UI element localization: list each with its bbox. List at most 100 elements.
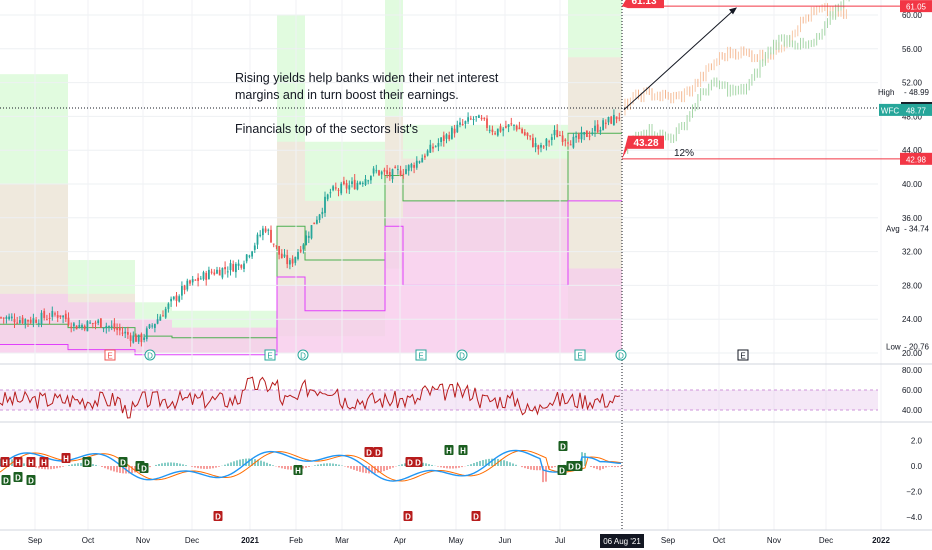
candle-body [113, 323, 116, 330]
price-tick-label: 32.00 [902, 248, 923, 257]
candle-body [534, 143, 537, 148]
candle-body [491, 129, 494, 132]
candle-body [186, 280, 189, 290]
candle-body [0, 317, 2, 319]
candle-body [478, 115, 480, 118]
candle-body [73, 323, 75, 327]
candle-body [472, 119, 475, 121]
candle-body [151, 325, 154, 327]
candle-body [191, 279, 194, 283]
candle-body [291, 258, 294, 264]
candle-body [345, 183, 348, 189]
candle-body [280, 253, 283, 259]
annotation-text: Rising yields help banks widen their net… [235, 70, 565, 138]
candle-body [62, 315, 64, 318]
time-tick-label: Sep [661, 536, 676, 545]
candle-body [159, 316, 162, 321]
candle-body [456, 124, 459, 133]
candle-body [148, 324, 151, 329]
macd-marker-icon [1, 475, 11, 485]
macd-marker-label: H [295, 467, 301, 476]
candle-body [121, 332, 124, 334]
candle-body [262, 228, 264, 236]
candle-body [594, 125, 596, 132]
time-tick-label: Oct [713, 536, 726, 545]
candle-body [316, 219, 318, 224]
grid-lines [0, 0, 932, 531]
candle-body [251, 251, 253, 257]
candle-body [162, 315, 164, 317]
price-tick-label: 44.00 [902, 146, 923, 155]
candle-body [334, 187, 337, 189]
candle-body [213, 272, 216, 275]
candle-body [75, 325, 78, 330]
candle-body [267, 229, 270, 231]
candle-body [542, 146, 545, 148]
macd-marker-icon [573, 461, 583, 471]
candle-body [78, 324, 81, 328]
candle-body [102, 327, 105, 329]
macd-marker-icon [293, 465, 303, 475]
candle-body [418, 161, 421, 163]
candle-body [124, 331, 127, 334]
candle-body [394, 166, 397, 169]
candle-body [81, 325, 83, 328]
candle-body [259, 234, 262, 236]
macd-marker-label: D [568, 463, 574, 472]
candle-body [399, 170, 402, 176]
candle-body [510, 123, 513, 125]
candle-body [388, 172, 391, 177]
candle-body [5, 317, 8, 319]
candle-body [164, 308, 167, 318]
band-lower [403, 200, 568, 353]
projection-arrow [623, 9, 735, 111]
candle-body [202, 272, 205, 280]
candle-body [2, 317, 5, 319]
candle-body [459, 122, 461, 125]
event-label: E [267, 352, 272, 361]
price-tick-label: 48.00 [902, 112, 923, 121]
candle-body [140, 333, 143, 343]
candle-body [178, 296, 181, 302]
macd-marker-label: H [41, 459, 47, 468]
price-axis[interactable]: USD64.0060.0056.0052.0048.0044.0040.0036… [878, 0, 932, 522]
candle-body [402, 173, 405, 175]
candle-body [248, 255, 251, 257]
candle-body [224, 267, 226, 270]
candle-body [245, 254, 248, 262]
candle-body [483, 117, 486, 120]
candle-body [264, 228, 267, 232]
candle-body [451, 127, 453, 139]
event-label: E [418, 352, 423, 361]
candle-body [16, 322, 19, 324]
time-tick-label: Oct [82, 536, 95, 545]
time-tick-label: Dec [185, 536, 199, 545]
rsi-tick-label: 80.00 [902, 366, 923, 375]
candle-body [529, 135, 532, 137]
macd-marker-label: D [473, 513, 479, 522]
macd-marker-icon [26, 475, 36, 485]
candle-body [359, 182, 361, 185]
candle-body [13, 318, 16, 323]
candle-body [613, 114, 615, 126]
time-tick-label: Sep [28, 536, 43, 545]
tag-low-box [628, 135, 664, 149]
event-earnings-icon [104, 349, 116, 361]
candle-body [175, 295, 178, 301]
candle-body [429, 144, 432, 153]
event-label: D [618, 352, 624, 361]
time-axis[interactable]: Sep Oct Nov Dec 2021 Feb Mar Apr May Jun Jul Sep Oct… [28, 534, 891, 548]
time-tick-label: 2021 [241, 536, 259, 545]
macd-marker-icon [413, 457, 423, 467]
macd-marker-icon [0, 457, 10, 467]
candle-body [448, 135, 451, 140]
candle-body [299, 249, 302, 252]
price-tick-label: 28.00 [902, 281, 923, 290]
candle-body [464, 121, 467, 124]
time-tick-label: Jun [499, 536, 512, 545]
candle-body [361, 182, 364, 184]
candle-body [24, 319, 27, 324]
event-earnings-icon [737, 349, 749, 361]
